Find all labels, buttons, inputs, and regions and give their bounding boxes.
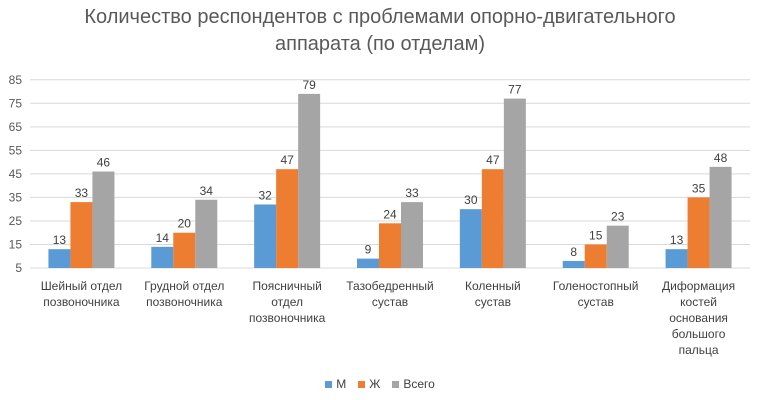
bar-1-1 — [173, 232, 196, 268]
legend-item-total: Всего — [392, 377, 435, 391]
bar-0-3 — [357, 258, 379, 268]
data-label-2-6: 48 — [714, 151, 728, 165]
x-tick-label-0-0: Шейный отдел — [41, 279, 122, 293]
x-tick-label-1-1: позвоночника — [146, 295, 223, 309]
bar-1-4 — [481, 169, 504, 268]
data-label-0-2: 32 — [258, 188, 272, 202]
legend-swatch-m — [325, 380, 333, 388]
data-label-0-1: 14 — [156, 231, 170, 245]
y-tick-label-5: 55 — [9, 143, 23, 157]
bar-2-1 — [195, 199, 218, 268]
data-label-1-1: 20 — [178, 217, 192, 231]
x-tick-label-6-2: основания — [669, 311, 728, 325]
bar-2-6 — [709, 166, 732, 268]
bar-0-0 — [48, 249, 71, 268]
legend-label-m: М — [336, 377, 347, 391]
x-tick-label-6-1: костей — [680, 295, 717, 309]
bar-0-1 — [151, 246, 174, 268]
x-tick-label-5-0: Голеностопный — [553, 279, 639, 293]
bar-0-4 — [459, 209, 482, 268]
bar-0-5 — [562, 260, 585, 268]
bar-1-3 — [379, 223, 401, 268]
chart-title-line-2: аппарата (по отделам) — [274, 33, 485, 55]
data-label-1-4: 47 — [486, 153, 500, 167]
x-tick-label-2-1: отдел — [271, 295, 303, 309]
legend: М Ж Всего — [0, 377, 760, 391]
x-tick-label-6-3: большого — [672, 327, 726, 341]
data-label-1-6: 35 — [692, 181, 706, 195]
x-tick-label-2-2: позвоночника — [249, 311, 326, 325]
data-label-1-0: 33 — [75, 186, 89, 200]
y-tick-label-1: 15 — [9, 237, 23, 251]
data-label-2-0: 46 — [97, 156, 111, 170]
bar-2-2 — [298, 93, 321, 268]
data-label-0-0: 13 — [53, 233, 67, 247]
legend-item-zh: Ж — [358, 377, 380, 391]
data-label-0-5: 8 — [570, 245, 577, 259]
x-tick-label-5-1: сустав — [578, 295, 614, 309]
bar-2-4 — [503, 98, 526, 269]
y-tick-label-7: 75 — [9, 96, 23, 110]
bar-1-5 — [584, 244, 607, 268]
x-tick-label-4-0: Коленный — [465, 279, 521, 293]
data-label-2-1: 34 — [200, 184, 214, 198]
data-label-1-5: 15 — [589, 228, 603, 242]
data-label-2-3: 33 — [405, 186, 419, 200]
data-label-1-3: 24 — [383, 207, 397, 221]
bar-1-6 — [687, 197, 710, 268]
x-tick-label-3-1: сустав — [372, 295, 408, 309]
legend-label-total: Всего — [403, 377, 435, 391]
y-tick-label-2: 25 — [9, 214, 23, 228]
chart-title: Количество респондентов с проблемами опо… — [0, 4, 760, 58]
y-tick-label-4: 45 — [9, 167, 23, 181]
y-tick-label-0: 5 — [15, 261, 22, 275]
x-tick-label-2-0: Поясничный — [252, 279, 321, 293]
data-label-0-3: 9 — [365, 243, 372, 257]
x-tick-label-1-0: Грудной отдел — [144, 279, 224, 293]
legend-swatch-total — [392, 380, 400, 388]
legend-label-zh: Ж — [369, 377, 381, 391]
data-label-0-6: 13 — [670, 233, 684, 247]
legend-item-m: М — [325, 377, 346, 391]
data-label-2-2: 79 — [302, 78, 316, 92]
bar-1-0 — [70, 202, 93, 268]
y-tick-label-6: 65 — [9, 120, 23, 134]
x-tick-label-4-1: сустав — [475, 295, 511, 309]
bar-2-5 — [606, 225, 629, 268]
x-tick-label-0-1: позвоночника — [43, 295, 120, 309]
bar-2-3 — [401, 202, 423, 268]
bar-2-0 — [92, 171, 115, 268]
y-tick-label-8: 85 — [9, 73, 23, 87]
legend-swatch-zh — [358, 380, 366, 388]
bar-0-6 — [665, 249, 688, 268]
x-tick-label-6-0: Диформация — [662, 279, 735, 293]
bar-1-2 — [276, 169, 299, 268]
data-label-1-2: 47 — [280, 153, 294, 167]
bar-0-2 — [254, 204, 277, 268]
y-tick-label-3: 35 — [9, 190, 23, 204]
data-label-2-4: 77 — [508, 83, 522, 97]
data-label-2-5: 23 — [611, 210, 625, 224]
x-tick-label-6-4: пальца — [679, 343, 719, 357]
data-label-0-4: 30 — [464, 193, 478, 207]
chart-title-line-1: Количество респондентов с проблемами опо… — [84, 6, 676, 28]
x-tick-label-3-0: Тазобедренный — [346, 279, 433, 293]
